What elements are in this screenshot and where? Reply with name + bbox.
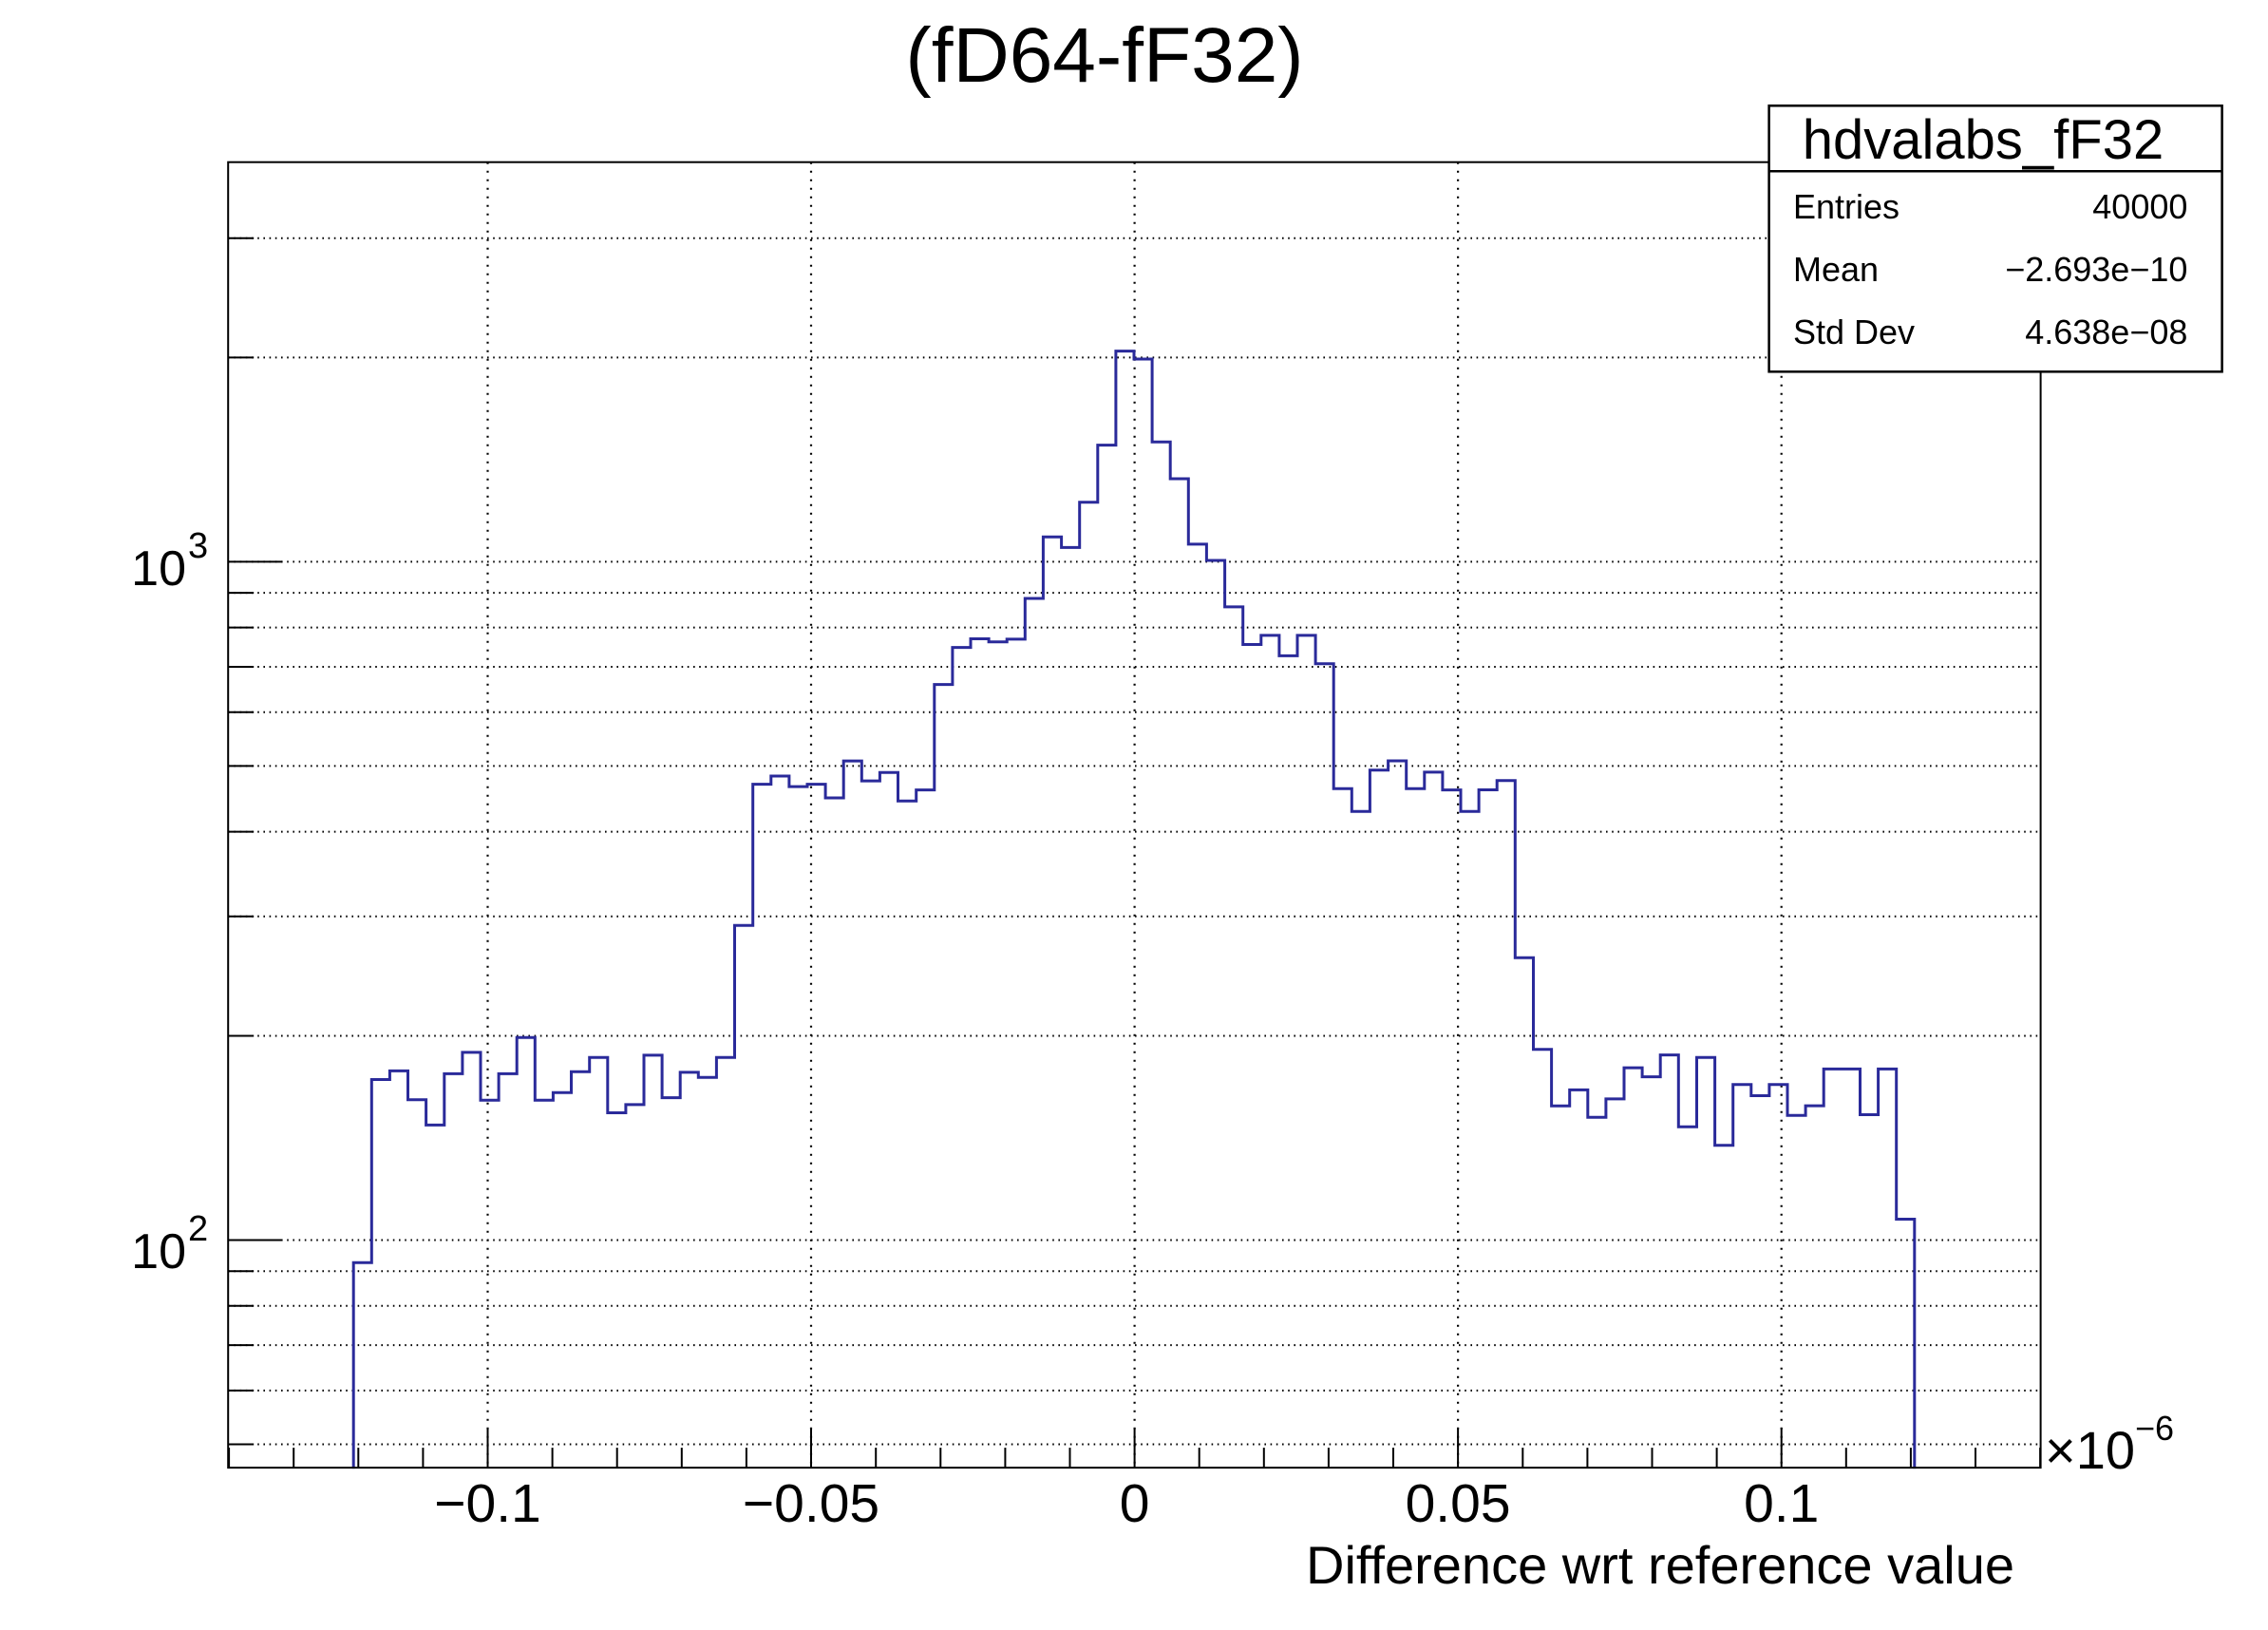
svg-text:4.638e−08: 4.638e−08 xyxy=(2015,313,2187,351)
svg-text:10: 10 xyxy=(131,541,186,597)
svg-text:40000: 40000 xyxy=(2083,187,2187,226)
svg-text:0: 0 xyxy=(1120,1473,1150,1534)
svg-text:2: 2 xyxy=(188,1209,208,1249)
svg-text:3: 3 xyxy=(188,526,208,566)
svg-text:Mean: Mean xyxy=(1793,250,1888,289)
svg-text:−6: −6 xyxy=(2135,1409,2174,1448)
svg-text:Std Dev: Std Dev xyxy=(1793,313,1924,351)
svg-text:hdvalabs_fF32: hdvalabs_fF32 xyxy=(1803,109,2164,171)
svg-text:0.05: 0.05 xyxy=(1406,1473,1511,1534)
svg-text:Entries: Entries xyxy=(1793,187,1909,226)
svg-text:−2.693e−10: −2.693e−10 xyxy=(1995,250,2187,289)
svg-text:(fD64-fF32): (fD64-fF32) xyxy=(905,12,1303,99)
svg-text:0.1: 0.1 xyxy=(1744,1473,1819,1534)
svg-text:−0.05: −0.05 xyxy=(743,1473,879,1534)
svg-text:−0.1: −0.1 xyxy=(434,1473,541,1534)
svg-text:×10: ×10 xyxy=(2045,1420,2135,1480)
svg-text:Difference wrt reference value: Difference wrt reference value xyxy=(1306,1535,2014,1595)
svg-text:10: 10 xyxy=(131,1224,186,1279)
